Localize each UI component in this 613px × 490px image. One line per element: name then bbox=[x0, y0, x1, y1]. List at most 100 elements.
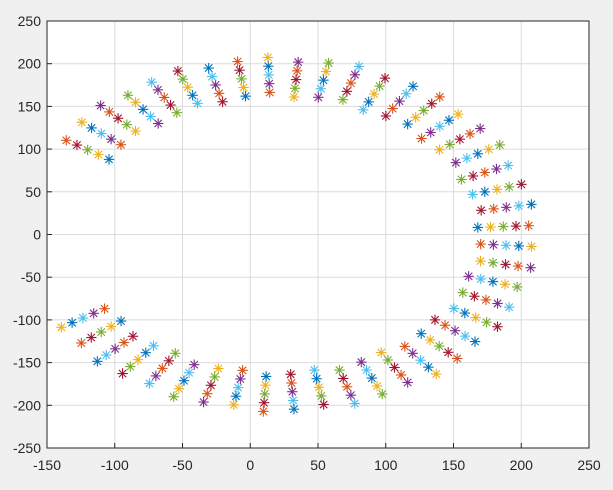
data-point-marker bbox=[474, 123, 486, 134]
data-point-marker bbox=[71, 139, 83, 151]
data-point-marker bbox=[132, 354, 144, 365]
data-point-marker bbox=[334, 364, 345, 376]
y-tick-label: 150 bbox=[18, 98, 42, 114]
data-point-marker bbox=[415, 355, 426, 366]
data-point-marker bbox=[366, 372, 377, 384]
data-point-marker bbox=[491, 184, 503, 195]
data-point-marker bbox=[236, 73, 247, 85]
data-point-marker bbox=[500, 240, 512, 251]
data-point-marker bbox=[209, 371, 220, 383]
data-point-marker bbox=[457, 287, 468, 298]
data-point-marker bbox=[448, 303, 460, 314]
data-point-marker bbox=[93, 149, 104, 160]
data-point-marker bbox=[258, 397, 270, 408]
data-point-marker bbox=[464, 128, 476, 140]
data-point-marker bbox=[320, 66, 332, 77]
data-point-marker bbox=[206, 71, 218, 82]
data-point-marker bbox=[481, 316, 492, 328]
data-point-marker bbox=[488, 203, 499, 215]
data-point-marker bbox=[434, 144, 445, 155]
data-point-marker bbox=[402, 377, 413, 388]
data-point-marker bbox=[523, 220, 534, 231]
data-point-marker bbox=[309, 364, 320, 376]
data-point-marker bbox=[173, 383, 185, 394]
data-point-marker bbox=[480, 294, 492, 306]
data-point-marker bbox=[488, 239, 499, 250]
data-point-marker bbox=[95, 100, 106, 111]
data-point-marker bbox=[444, 139, 455, 150]
data-point-marker bbox=[376, 347, 387, 358]
data-point-marker bbox=[258, 406, 269, 417]
data-point-marker bbox=[178, 375, 190, 386]
data-point-marker bbox=[345, 389, 357, 401]
data-point-marker bbox=[469, 291, 480, 302]
data-point-marker bbox=[431, 368, 442, 380]
data-point-marker bbox=[503, 301, 515, 313]
data-point-marker bbox=[105, 321, 117, 332]
data-point-marker bbox=[318, 74, 329, 86]
data-point-marker bbox=[416, 328, 427, 339]
x-tick-label: -150 bbox=[33, 457, 61, 473]
data-point-marker bbox=[288, 91, 300, 103]
data-point-marker bbox=[311, 373, 322, 384]
data-point-marker bbox=[159, 92, 170, 103]
y-tick-label: 100 bbox=[18, 141, 42, 157]
data-point-marker bbox=[467, 170, 479, 182]
data-point-marker bbox=[387, 103, 398, 114]
data-point-marker bbox=[501, 202, 512, 213]
data-point-marker bbox=[337, 94, 349, 105]
data-point-marker bbox=[316, 390, 327, 402]
data-point-marker bbox=[395, 369, 407, 381]
data-point-marker bbox=[323, 57, 334, 69]
data-point-marker bbox=[418, 105, 429, 116]
x-axis-ticks: -150 -100 -50 0 50 100 150 200 250 bbox=[33, 443, 601, 473]
data-point-marker bbox=[475, 273, 486, 285]
data-point-marker bbox=[382, 354, 394, 366]
data-point-marker bbox=[210, 79, 221, 91]
data-point-marker bbox=[101, 349, 112, 361]
data-point-marker bbox=[96, 128, 107, 139]
data-point-marker bbox=[492, 321, 503, 332]
data-point-marker bbox=[289, 83, 301, 94]
data-point-marker bbox=[145, 111, 156, 122]
data-point-marker bbox=[259, 388, 270, 400]
data-point-marker bbox=[217, 96, 228, 107]
data-point-marker bbox=[115, 139, 127, 150]
data-point-marker bbox=[148, 340, 159, 351]
data-point-marker bbox=[318, 399, 329, 410]
data-point-marker bbox=[434, 340, 445, 352]
data-point-marker bbox=[103, 154, 115, 165]
data-point-marker bbox=[66, 317, 78, 328]
data-point-marker bbox=[203, 62, 214, 74]
data-point-marker bbox=[122, 90, 134, 101]
data-point-marker bbox=[467, 189, 478, 200]
data-point-marker bbox=[487, 257, 499, 268]
data-point-marker bbox=[345, 77, 357, 89]
data-point-marker bbox=[177, 73, 188, 85]
data-point-marker bbox=[130, 97, 141, 108]
data-point-marker bbox=[389, 362, 400, 373]
data-point-marker bbox=[461, 152, 472, 164]
data-point-marker bbox=[407, 348, 418, 359]
data-point-marker bbox=[202, 388, 213, 399]
y-tick-label: 0 bbox=[33, 227, 41, 243]
data-point-marker bbox=[374, 80, 385, 92]
data-point-marker bbox=[86, 122, 97, 134]
data-point-marker bbox=[443, 115, 455, 126]
data-point-marker bbox=[140, 347, 151, 358]
data-point-marker bbox=[452, 108, 464, 120]
data-point-marker bbox=[117, 368, 128, 379]
data-point-marker bbox=[125, 361, 136, 372]
data-point-marker bbox=[407, 81, 419, 92]
data-point-marker bbox=[526, 199, 537, 210]
data-point-marker bbox=[450, 157, 462, 168]
data-point-marker bbox=[286, 377, 297, 389]
data-point-marker bbox=[237, 365, 248, 376]
data-point-marker bbox=[313, 92, 324, 103]
data-point-marker bbox=[494, 139, 505, 151]
y-tick-label: -150 bbox=[13, 355, 41, 371]
data-point-marker bbox=[232, 382, 244, 393]
data-point-marker bbox=[192, 98, 203, 109]
data-point-marker bbox=[379, 72, 391, 84]
data-point-marker bbox=[172, 65, 184, 77]
